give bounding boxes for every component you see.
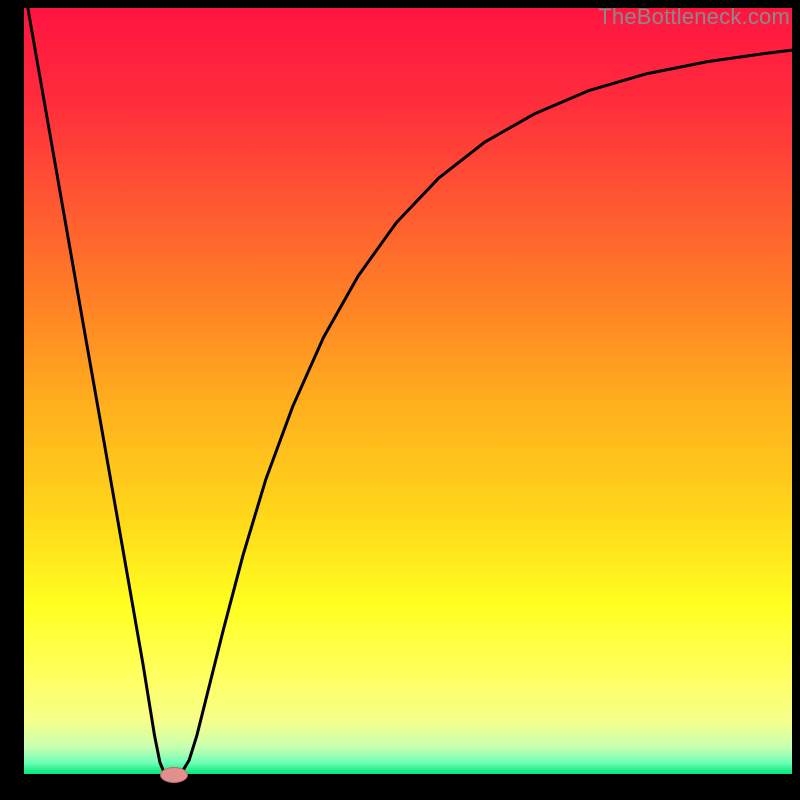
plot-area: [24, 8, 792, 774]
watermark-text: TheBottleneck.com: [598, 4, 790, 30]
bottleneck-curve: [24, 8, 792, 774]
optimal-point-marker: [160, 767, 188, 783]
chart-container: TheBottleneck.com: [0, 0, 800, 800]
